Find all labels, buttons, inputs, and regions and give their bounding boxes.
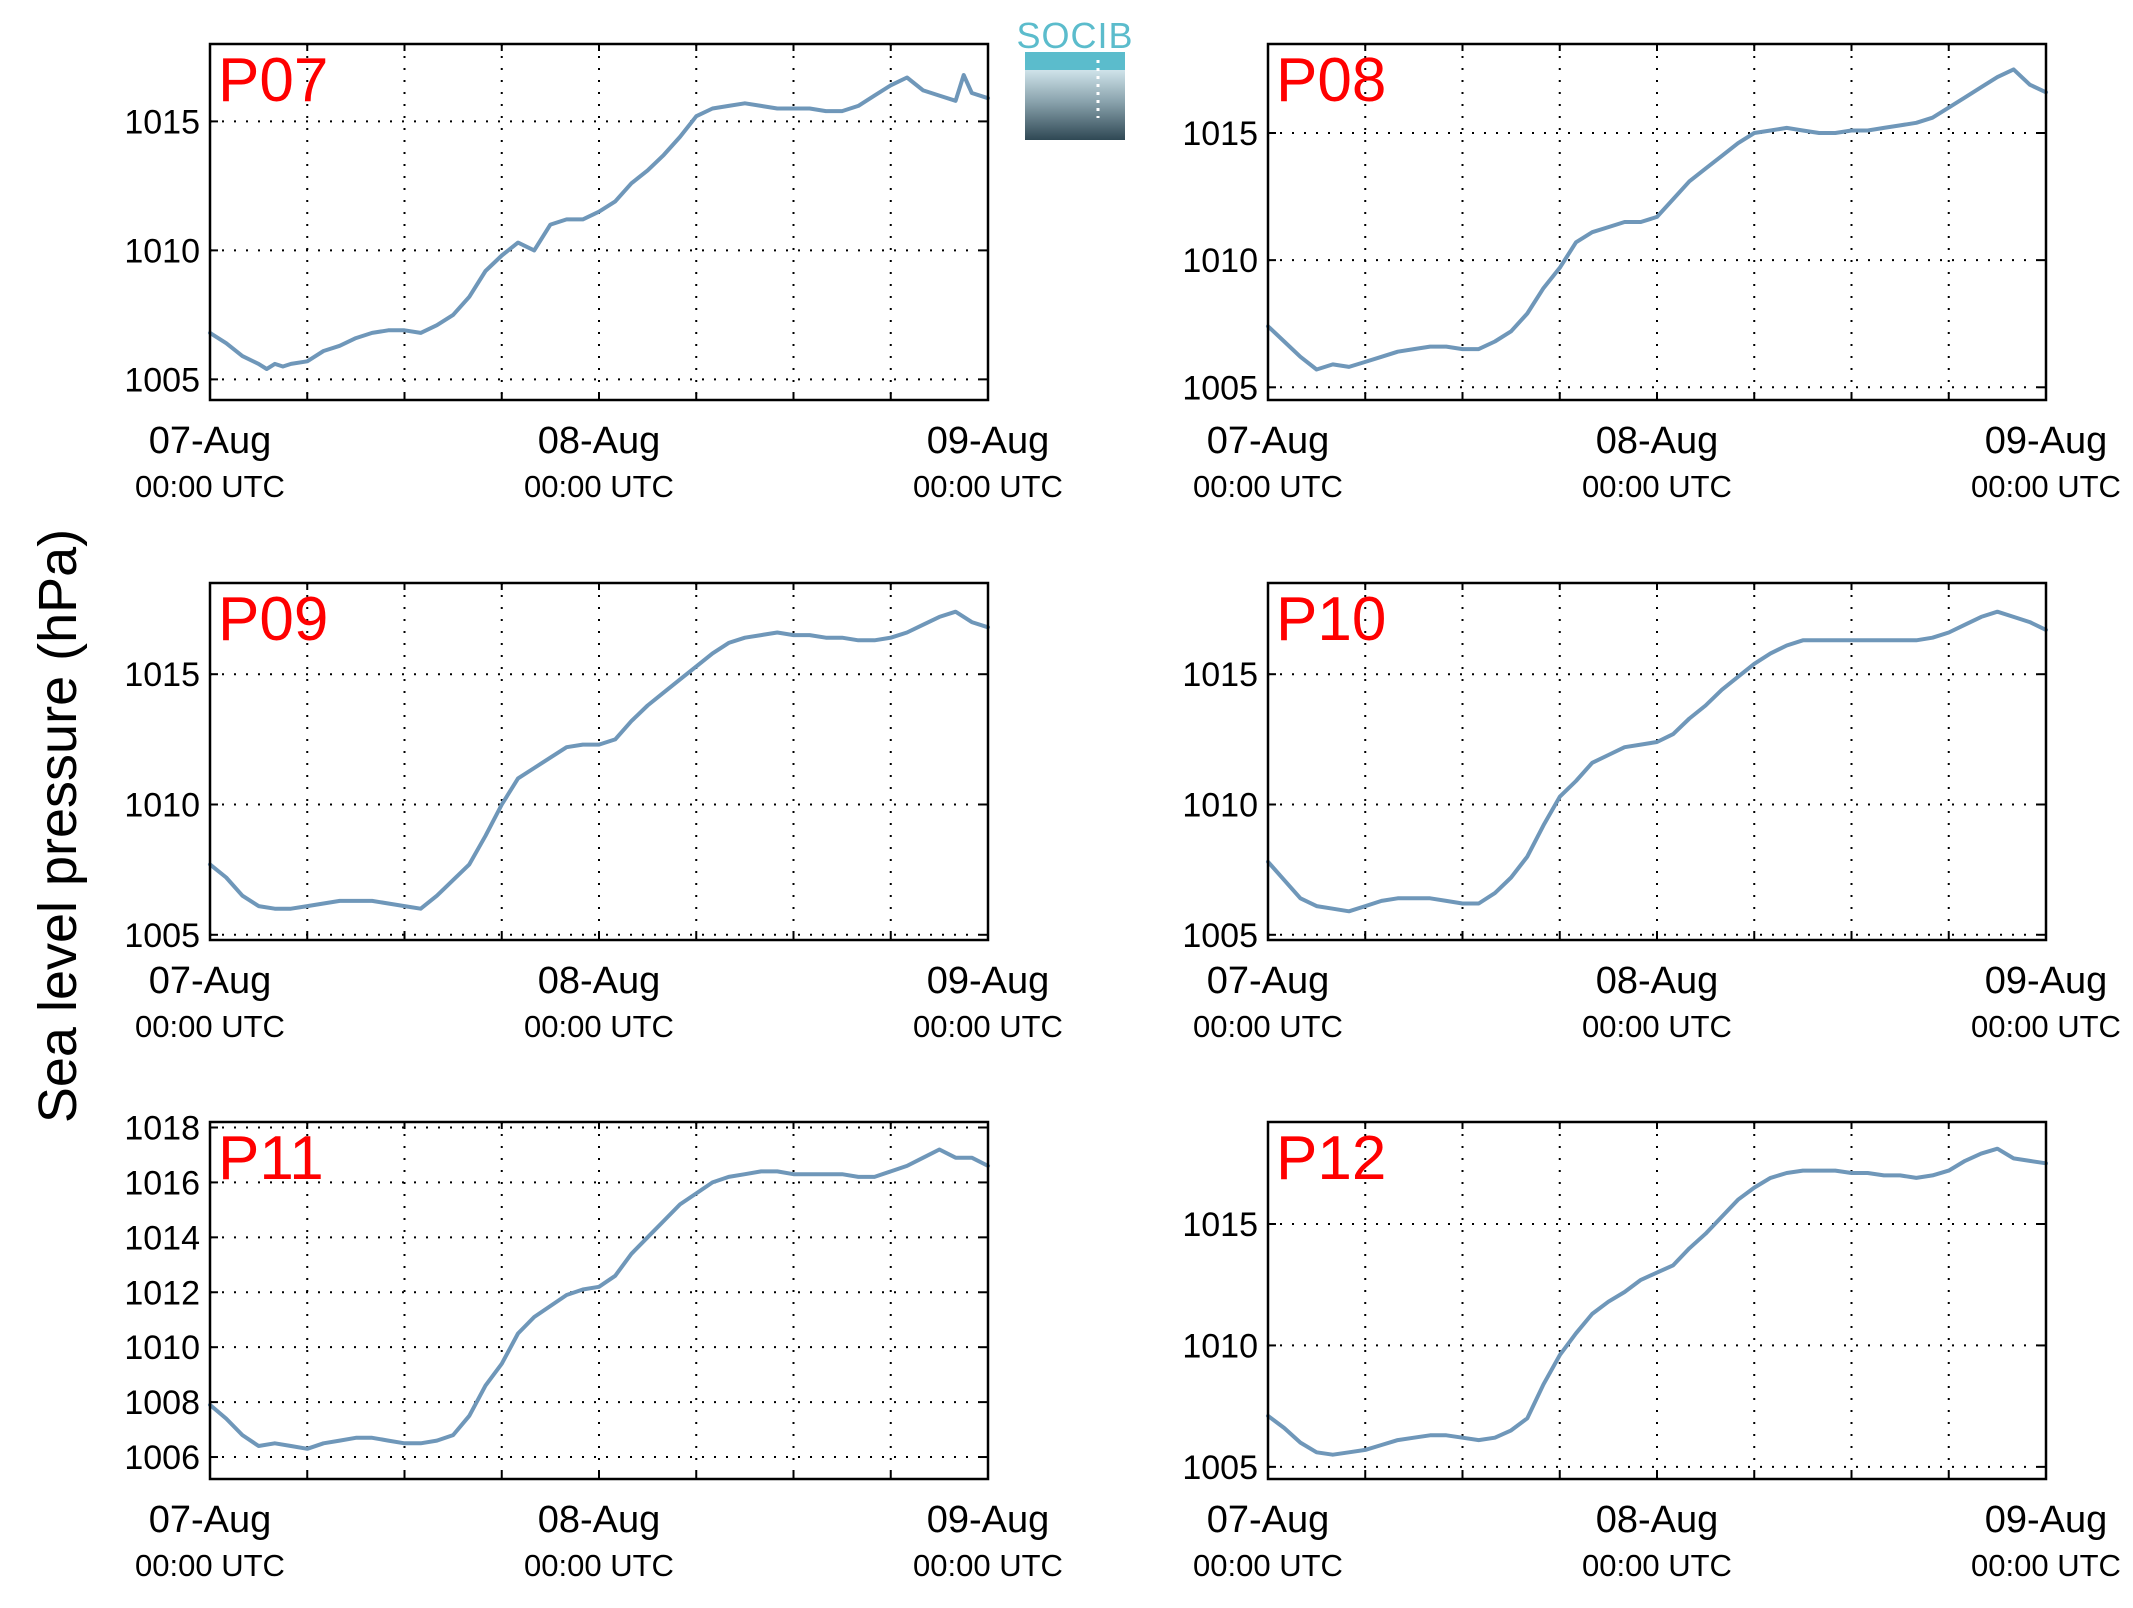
axes-box-p12 (1266, 1120, 2048, 1481)
socib-logo-text: SOCIB (1016, 15, 1133, 56)
x-tick-label-time: 00:00 UTC (913, 469, 1063, 504)
series-line-p07 (208, 73, 990, 371)
x-tick-label-time: 00:00 UTC (1193, 469, 1343, 504)
y-tick-label: 1006 (124, 1439, 200, 1477)
axes-box-p07 (208, 42, 990, 402)
socib-logo: SOCIB (1016, 15, 1133, 140)
x-tick-label-date: 07-Aug (1207, 1499, 1330, 1541)
y-tick-label: 1015 (1182, 656, 1258, 694)
x-tick-label-time: 00:00 UTC (1971, 1548, 2121, 1583)
x-tick-label-date: 08-Aug (1596, 420, 1719, 462)
x-tick-label-date: 09-Aug (1985, 420, 2108, 462)
y-tick-label: 1014 (124, 1219, 200, 1257)
x-tick-label-date: 08-Aug (538, 420, 661, 462)
x-tick-label-date: 07-Aug (149, 420, 272, 462)
y-tick-label: 1010 (1182, 1327, 1258, 1365)
panel-label-p09: P09 (218, 585, 328, 654)
x-tick-label-time: 00:00 UTC (524, 1548, 674, 1583)
axes-box-p09 (208, 581, 990, 942)
series-line-p09 (208, 609, 990, 911)
grid-p10 (1268, 583, 2046, 940)
x-tick-label-time: 00:00 UTC (913, 1548, 1063, 1583)
x-tick-label-time: 00:00 UTC (1193, 1009, 1343, 1044)
series-line-p12 (1266, 1146, 2048, 1457)
y-tick-label: 1010 (1182, 786, 1258, 824)
x-tick-label-date: 07-Aug (149, 1499, 272, 1541)
panel-p10: 1005 1010 1015 07-Aug 00:00 UTC 08-Aug 00:00 U… (1182, 581, 2121, 1044)
axes-box-p08 (1266, 42, 2048, 402)
y-tick-label: 1005 (124, 361, 200, 399)
y-tick-label: 1015 (124, 103, 200, 141)
y-tick-label: 1008 (124, 1384, 200, 1422)
panel-label-p08: P08 (1276, 46, 1386, 115)
x-tick-label-date: 09-Aug (1985, 1499, 2108, 1541)
y-tick-label: 1015 (1182, 115, 1258, 153)
x-tick-label-time: 00:00 UTC (135, 469, 285, 504)
panel-p07: 1005 1010 1015 07-Aug 00:00 UTC 08-Aug 00:00 U… (124, 42, 1063, 504)
x-tick-label-date: 07-Aug (1207, 960, 1330, 1002)
x-tick-label-date: 08-Aug (1596, 960, 1719, 1002)
panel-label-p11: P11 (218, 1124, 324, 1193)
y-tick-label: 1005 (1182, 917, 1258, 955)
grid-p08 (1268, 44, 2046, 400)
panel-label-p12: P12 (1276, 1124, 1386, 1193)
series-line-p11 (208, 1147, 990, 1451)
y-tick-label: 1010 (124, 1329, 200, 1367)
x-tick-label-time: 00:00 UTC (913, 1009, 1063, 1044)
panel-p12: 1005 1010 1015 07-Aug 00:00 UTC 08-Aug 00:00 U… (1182, 1120, 2121, 1583)
socib-logo-block (1025, 70, 1125, 140)
y-tick-label: 1005 (124, 917, 200, 955)
x-tick-label-time: 00:00 UTC (1582, 1009, 1732, 1044)
panel-p11: 1006 1008 1010 1012 1014 1016 1018 07-Aug 00:00 … (124, 1109, 1063, 1583)
x-tick-label-time: 00:00 UTC (524, 1009, 674, 1044)
panel-label-p10: P10 (1276, 585, 1386, 654)
panel-p09: 1005 1010 1015 07-Aug 00:00 UTC 08-Aug 00:00 U… (124, 581, 1063, 1044)
x-tick-label-date: 07-Aug (149, 960, 272, 1002)
y-tick-label: 1018 (124, 1109, 200, 1147)
y-tick-label: 1005 (1182, 1449, 1258, 1487)
y-tick-label: 1010 (124, 786, 200, 824)
x-tick-label-time: 00:00 UTC (135, 1548, 285, 1583)
x-tick-label-date: 07-Aug (1207, 420, 1330, 462)
socib-logo-wave (1025, 52, 1125, 72)
y-tick-label: 1010 (1182, 242, 1258, 280)
axes-box-p11 (208, 1120, 990, 1481)
x-tick-label-date: 09-Aug (927, 1499, 1050, 1541)
panel-p08: 1005 1010 1015 07-Aug 00:00 UTC 08-Aug 00:00 U… (1182, 42, 2121, 504)
grid-p12 (1268, 1122, 2046, 1479)
x-tick-label-date: 08-Aug (538, 1499, 661, 1541)
x-tick-label-date: 08-Aug (538, 960, 661, 1002)
panels: 1005 1010 1015 07-Aug 00:00 UTC 08-Aug 00:00 U… (124, 42, 2121, 1583)
series-line-p10 (1266, 609, 2048, 914)
x-tick-label-time: 00:00 UTC (135, 1009, 285, 1044)
x-tick-label-date: 08-Aug (1596, 1499, 1719, 1541)
y-tick-label: 1010 (124, 232, 200, 270)
y-tick-label: 1012 (124, 1274, 200, 1312)
grid-p07 (210, 44, 988, 400)
x-tick-label-time: 00:00 UTC (524, 469, 674, 504)
y-tick-label: 1015 (124, 656, 200, 694)
x-tick-label-time: 00:00 UTC (1971, 469, 2121, 504)
x-tick-label-date: 09-Aug (927, 960, 1050, 1002)
y-tick-label: 1015 (1182, 1206, 1258, 1244)
x-tick-label-time: 00:00 UTC (1971, 1009, 2121, 1044)
y-tick-label: 1016 (124, 1164, 200, 1202)
y-axis-label: Sea level pressure (hPa) (28, 529, 88, 1123)
grid-p11 (210, 1122, 988, 1479)
x-tick-label-time: 00:00 UTC (1193, 1548, 1343, 1583)
x-tick-label-date: 09-Aug (927, 420, 1050, 462)
series-line-p08 (1266, 67, 2048, 372)
x-tick-label-date: 09-Aug (1985, 960, 2108, 1002)
y-tick-label: 1005 (1182, 369, 1258, 407)
x-tick-label-time: 00:00 UTC (1582, 469, 1732, 504)
grid-p09 (210, 583, 988, 940)
panel-label-p07: P07 (218, 46, 328, 115)
x-tick-label-time: 00:00 UTC (1582, 1548, 1732, 1583)
axes-box-p10 (1266, 581, 2048, 942)
